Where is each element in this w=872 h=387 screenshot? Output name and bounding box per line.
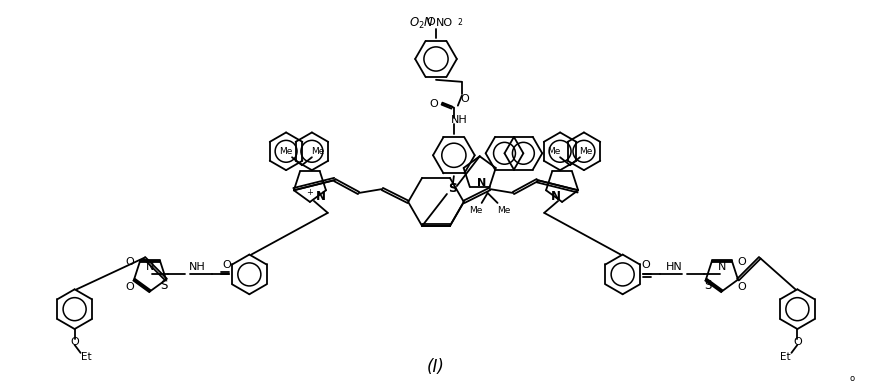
Text: O: O	[793, 337, 801, 347]
Text: o: o	[849, 374, 855, 383]
Text: Me: Me	[311, 147, 324, 156]
Text: S: S	[160, 279, 167, 292]
Text: HN: HN	[666, 262, 683, 272]
Text: O: O	[460, 94, 469, 104]
Text: O: O	[641, 260, 650, 271]
Text: O: O	[126, 257, 134, 267]
Text: Et: Et	[81, 352, 92, 362]
Text: NH: NH	[189, 262, 206, 272]
Text: O: O	[426, 17, 435, 27]
Text: $_2$: $_2$	[457, 17, 463, 29]
Text: Et: Et	[780, 352, 791, 362]
Text: $O_2N$: $O_2N$	[409, 16, 434, 31]
Text: Me: Me	[469, 206, 482, 216]
Text: Me: Me	[548, 147, 561, 156]
Text: Me: Me	[279, 147, 293, 156]
Text: O: O	[738, 283, 746, 292]
Text: O: O	[222, 260, 231, 271]
Text: NO: NO	[435, 18, 453, 28]
Text: (I): (I)	[427, 358, 445, 376]
Text: N: N	[718, 262, 726, 272]
Text: Me: Me	[497, 206, 510, 216]
Text: N: N	[146, 262, 154, 272]
Text: O: O	[430, 99, 439, 109]
Text: S: S	[705, 279, 712, 292]
Text: O: O	[738, 257, 746, 267]
Text: NH: NH	[451, 115, 467, 125]
Text: O: O	[126, 283, 134, 292]
Text: N: N	[551, 190, 561, 204]
Text: Me: Me	[579, 147, 593, 156]
Text: O: O	[71, 337, 79, 347]
Text: S: S	[448, 182, 458, 195]
Text: $^+$N: $^+$N	[305, 189, 327, 205]
Text: N: N	[477, 178, 487, 188]
